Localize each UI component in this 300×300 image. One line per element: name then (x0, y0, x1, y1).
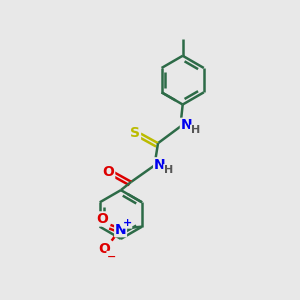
Text: S: S (130, 126, 140, 140)
Text: O: O (103, 165, 115, 179)
Text: N: N (154, 158, 165, 172)
Text: H: H (164, 165, 173, 175)
Text: N: N (180, 118, 192, 132)
Text: +: + (122, 218, 132, 228)
Text: N: N (115, 223, 126, 237)
Text: O: O (96, 212, 108, 226)
Text: H: H (190, 125, 200, 135)
Text: O: O (98, 242, 110, 256)
Text: −: − (107, 251, 116, 261)
